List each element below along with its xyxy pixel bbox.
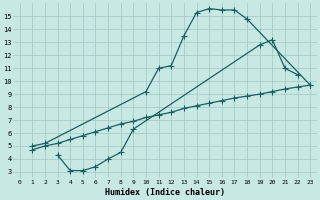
X-axis label: Humidex (Indice chaleur): Humidex (Indice chaleur) [105, 188, 225, 197]
